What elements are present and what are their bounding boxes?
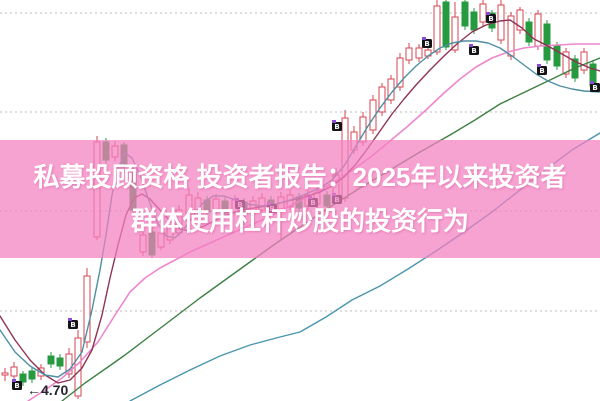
- candle-body: [83, 275, 91, 343]
- candle-body: [102, 141, 110, 161]
- trade-marker-glyph: B: [310, 199, 315, 207]
- candle-body: [470, 11, 478, 31]
- candle-body: [341, 117, 349, 199]
- candle-body: [19, 373, 27, 383]
- candle-body: [378, 86, 386, 113]
- candle-body: [396, 57, 404, 88]
- candle-body: [65, 353, 73, 375]
- trade-marker-glyph: B: [488, 15, 493, 23]
- candle-body: [258, 197, 266, 211]
- trade-marker-flag: [537, 64, 541, 67]
- trade-marker-glyph: B: [424, 40, 429, 48]
- left-arrow-icon: ←: [27, 382, 41, 398]
- candle-body: [139, 234, 147, 253]
- trade-marker-glyph: B: [334, 196, 339, 204]
- candle-body: [451, 16, 459, 51]
- candle-body: [405, 47, 413, 61]
- candle-body: [323, 194, 331, 207]
- candle-body: [516, 9, 524, 31]
- trade-marker: [537, 66, 547, 75]
- candle-body: [433, 5, 441, 53]
- candle-body: [56, 357, 64, 367]
- candle-body: [461, 1, 469, 27]
- candle-body: [212, 198, 220, 212]
- trade-marker-glyph: B: [539, 67, 544, 75]
- trade-marker-flag: [332, 120, 336, 123]
- candle-body: [194, 197, 202, 211]
- low-price-value: 4.70: [41, 382, 69, 398]
- candle-body: [543, 23, 551, 61]
- candle-body: [47, 355, 55, 365]
- trade-marker-flag: [486, 12, 490, 15]
- trade-marker: [486, 14, 496, 23]
- trade-marker: [590, 83, 600, 92]
- trade-marker-glyph: B: [592, 84, 597, 92]
- candle-body: [221, 200, 229, 214]
- trade-marker-glyph: B: [70, 321, 75, 329]
- trade-marker-glyph: B: [237, 201, 242, 209]
- candle-body: [249, 200, 257, 214]
- trade-marker-flag: [422, 37, 426, 40]
- candle-body: [415, 47, 423, 59]
- trade-marker: [12, 381, 22, 390]
- trade-marker-flag: [68, 318, 72, 321]
- candle-body: [111, 145, 119, 158]
- ma-long-tealblue: [129, 132, 600, 401]
- trade-marker-glyph: B: [14, 382, 19, 390]
- trade-marker-glyph: B: [334, 123, 339, 131]
- trade-marker: [469, 46, 479, 55]
- trade-marker-glyph: B: [269, 205, 274, 213]
- candle-body: [185, 194, 193, 221]
- candle-body: [580, 51, 588, 71]
- trade-marker-flag: [469, 44, 473, 47]
- candle-body: [148, 231, 156, 256]
- trade-marker-glyph: B: [471, 47, 476, 55]
- candle-body: [442, 1, 450, 48]
- trade-marker: [422, 39, 432, 48]
- candle-body: [562, 51, 570, 75]
- trade-marker: [332, 122, 342, 131]
- candle-body: [28, 370, 36, 380]
- candle-body: [93, 141, 101, 238]
- candle-body: [479, 3, 487, 23]
- trade-marker-flag: [590, 81, 594, 84]
- trade-marker: [68, 320, 78, 329]
- candle-body: [1, 372, 9, 376]
- candle-body: [553, 45, 561, 67]
- trade-marker-flag: [12, 379, 16, 382]
- candle-body: [10, 366, 18, 377]
- candle-body: [497, 4, 505, 41]
- low-price-label: ←4.70: [27, 382, 68, 398]
- candle-body: [157, 232, 165, 248]
- candle-body: [350, 131, 358, 151]
